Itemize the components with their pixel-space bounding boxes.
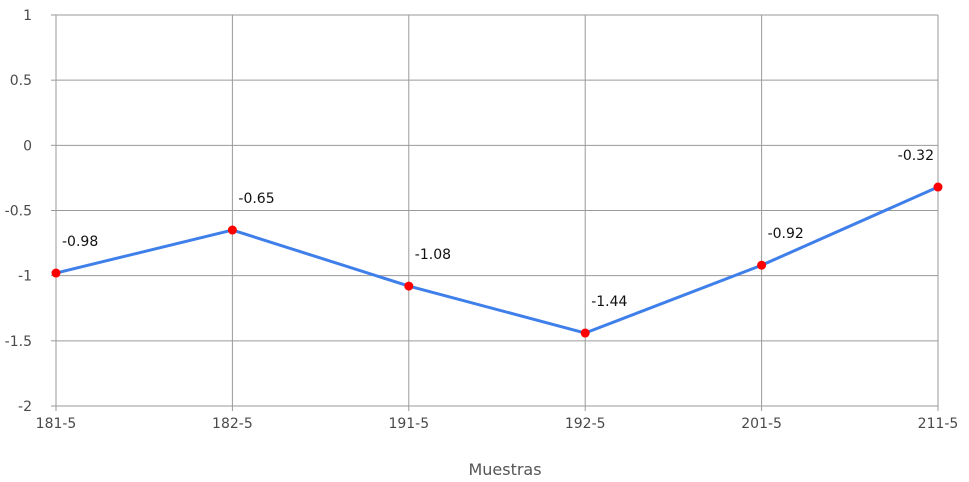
data-point [228, 226, 237, 235]
data-label: -1.44 [591, 294, 627, 310]
data-label: -0.92 [768, 226, 804, 242]
data-label: -0.98 [62, 234, 98, 250]
y-tick-label: 0.5 [10, 73, 32, 89]
y-tick-label: 1 [23, 8, 32, 24]
x-tick-label: 201-5 [741, 416, 782, 432]
x-tick-label: 181-5 [36, 416, 77, 432]
data-label: -0.65 [238, 191, 274, 207]
data-point [581, 329, 590, 338]
data-labels: -0.98 -0.65 -1.08 -1.44 -0.92 -0.32 [62, 148, 934, 310]
x-tick-label: 211-5 [918, 416, 959, 432]
data-points [52, 183, 943, 338]
y-tick-label: 0 [23, 138, 32, 154]
x-tick-label: 182-5 [212, 416, 253, 432]
x-tick-label: 192-5 [565, 416, 606, 432]
y-tick-label: -1.5 [5, 334, 32, 350]
y-tick-label: -1 [18, 269, 32, 285]
data-point [757, 261, 766, 270]
series-polyline [56, 187, 938, 333]
data-label: -1.08 [415, 247, 451, 263]
series-line [56, 187, 938, 333]
y-tick-labels: 1 0.5 0 -0.5 -1 -1.5 -2 [5, 8, 32, 415]
y-tick-label: -2 [18, 399, 32, 415]
data-point [934, 183, 943, 192]
data-label: -0.32 [898, 148, 934, 164]
x-tick-label: 191-5 [388, 416, 429, 432]
x-tick-labels: 181-5 182-5 191-5 192-5 201-5 211-5 [36, 416, 959, 432]
data-point [52, 269, 61, 278]
data-point [404, 282, 413, 291]
x-axis-title: Muestras [468, 460, 541, 479]
grid-lines [56, 15, 938, 406]
y-tick-label: -0.5 [5, 204, 32, 220]
axes [51, 15, 938, 411]
